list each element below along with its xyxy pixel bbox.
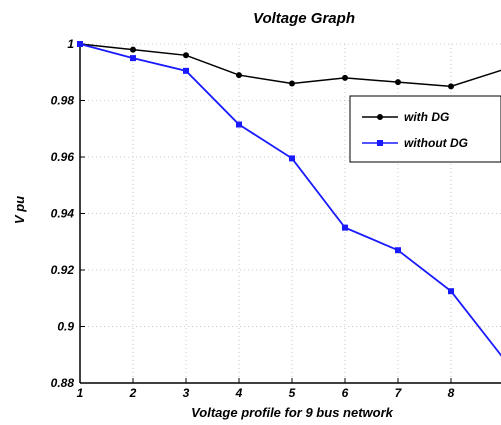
data-point-without-dg bbox=[236, 121, 242, 128]
data-point-without-dg bbox=[342, 224, 348, 231]
x-axis-label: Voltage profile for 9 bus network bbox=[191, 405, 394, 420]
y-tick-label: 0.9 bbox=[57, 320, 74, 334]
legend-label-without-dg: without DG bbox=[404, 136, 468, 150]
y-tick-label: 0.94 bbox=[51, 207, 75, 221]
legend-marker-without-dg bbox=[377, 140, 383, 146]
data-point-with-dg bbox=[395, 79, 401, 86]
y-tick-label: 0.92 bbox=[51, 263, 75, 277]
x-tick-label: 1 bbox=[77, 386, 84, 400]
x-tick-label: 5 bbox=[289, 386, 296, 400]
data-point-without-dg bbox=[395, 247, 401, 254]
data-point-with-dg bbox=[236, 72, 242, 79]
data-point-with-dg bbox=[183, 52, 189, 59]
data-point-without-dg bbox=[448, 288, 454, 295]
x-tick-label: 2 bbox=[129, 386, 137, 400]
y-tick-label: 0.98 bbox=[51, 94, 75, 108]
series-group bbox=[77, 41, 501, 357]
y-axis-label: V pu bbox=[12, 196, 27, 224]
data-point-with-dg bbox=[448, 83, 454, 90]
data-point-with-dg bbox=[289, 80, 295, 87]
data-point-without-dg bbox=[183, 67, 189, 74]
x-tick-label: 7 bbox=[395, 386, 403, 400]
y-tick-label: 1 bbox=[67, 37, 74, 51]
x-tick-label: 3 bbox=[183, 386, 190, 400]
series-line-with-dg bbox=[79, 43, 501, 88]
legend: with DG without DG bbox=[349, 95, 501, 163]
data-point-without-dg bbox=[130, 55, 136, 62]
x-tick-label: 4 bbox=[235, 386, 243, 400]
legend-marker-with-dg bbox=[377, 114, 383, 120]
x-tick-label: 6 bbox=[342, 386, 349, 400]
y-tick-label: 0.88 bbox=[51, 376, 75, 390]
grid bbox=[79, 43, 501, 384]
data-point-without-dg bbox=[77, 41, 83, 47]
y-tick-label: 0.96 bbox=[51, 150, 75, 164]
data-point-without-dg bbox=[289, 155, 295, 162]
series-line-without-dg bbox=[79, 43, 501, 357]
data-point-with-dg bbox=[130, 46, 136, 53]
legend-box bbox=[349, 95, 501, 163]
ticks: 0.880.90.920.940.960.981123456789 bbox=[51, 37, 501, 400]
chart-title: Voltage Graph bbox=[253, 10, 355, 27]
data-point-with-dg bbox=[342, 74, 348, 81]
legend-label-with-dg: with DG bbox=[404, 110, 449, 124]
x-tick-label: 8 bbox=[448, 386, 455, 400]
